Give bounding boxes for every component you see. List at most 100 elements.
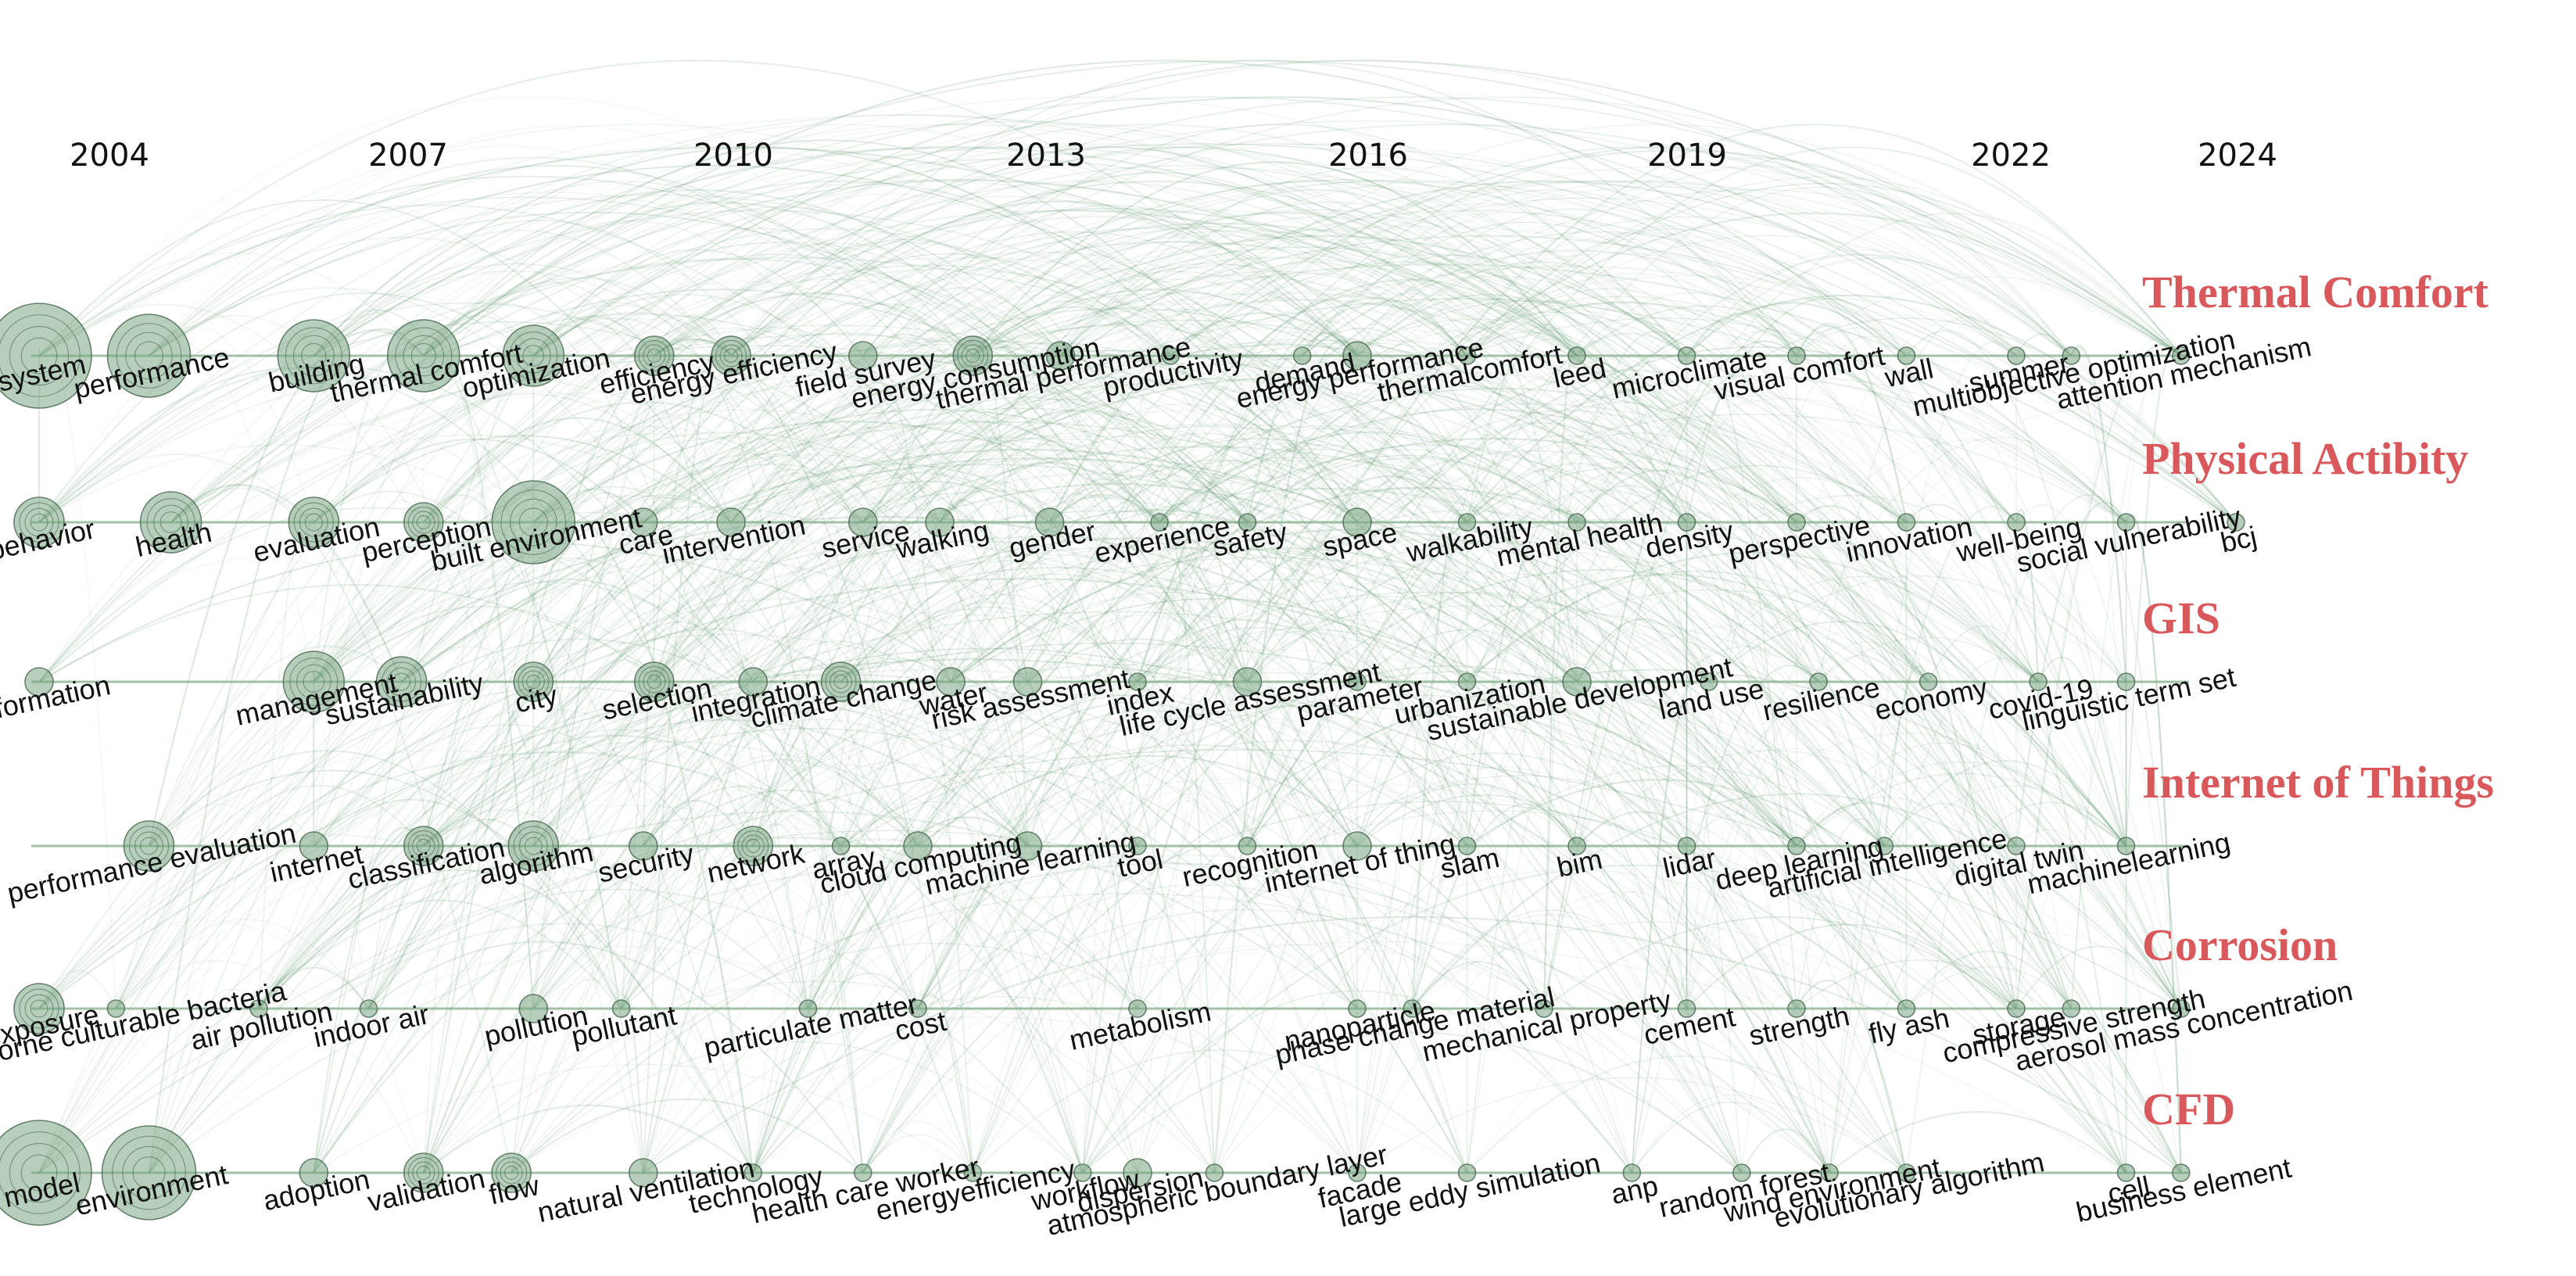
link-arc — [532, 96, 2237, 523]
link-arc — [654, 241, 1545, 1009]
link-arc — [401, 193, 1171, 683]
link-arc — [654, 207, 2182, 1009]
link-arc — [1686, 511, 1831, 1174]
link-arc — [422, 471, 1051, 1174]
link-arc — [643, 210, 1358, 847]
year-label-2016: 2016 — [1328, 138, 1408, 174]
link-arc — [730, 59, 1797, 357]
link-arc — [423, 893, 1830, 1174]
link-arc — [1796, 959, 2182, 1174]
link-arc — [2015, 509, 2039, 683]
link-arc — [367, 436, 1249, 1009]
link-arc — [1466, 467, 1929, 683]
link-arc — [1170, 149, 2182, 357]
link-arc — [1159, 431, 1908, 1009]
link-arc — [148, 328, 425, 1174]
link-arc — [2015, 945, 2182, 1009]
node-airborne-culturable-bacteria — [106, 999, 126, 1018]
link-arc — [422, 227, 974, 523]
link-arc — [258, 242, 1062, 1009]
link-arc — [313, 229, 1084, 1174]
link-arc — [2015, 508, 2040, 683]
link-arc — [1137, 799, 1249, 847]
link-arc — [38, 314, 1358, 847]
link-arc — [950, 437, 2039, 683]
link-arc — [423, 145, 1578, 523]
link-arc — [1686, 636, 2039, 847]
link-arc — [1246, 629, 1578, 847]
link-arc — [1246, 231, 1908, 523]
link-arc — [423, 808, 754, 1174]
node-city — [513, 661, 554, 702]
link-arc — [148, 899, 622, 1174]
link-arc — [840, 801, 1138, 1009]
link-arc — [752, 306, 1171, 847]
link-arc — [1796, 508, 1908, 1009]
link-arc — [422, 180, 2017, 1174]
link-arc — [730, 299, 864, 357]
link-arc — [38, 454, 1248, 1174]
link-arc — [1796, 819, 1885, 1009]
link-arc — [367, 540, 1468, 1009]
link-arc — [972, 183, 2182, 1174]
link-arc — [1082, 1031, 1743, 1174]
link-arc — [862, 343, 2182, 1174]
link-arc — [148, 888, 1084, 1174]
link-arc — [423, 694, 1467, 1174]
link-arc — [1302, 328, 1578, 683]
link-arc — [1137, 486, 1468, 1009]
link-arc — [1576, 645, 1819, 847]
link-arc — [730, 167, 2039, 683]
node-information — [24, 667, 54, 697]
link-arc — [423, 139, 1468, 683]
link-arc — [1213, 339, 1358, 1174]
node-sustainable-development — [1562, 667, 1592, 697]
node-facade — [1348, 1163, 1367, 1182]
link-arc — [1246, 157, 2073, 683]
link-arc — [258, 546, 2017, 1009]
link-arc — [38, 830, 1743, 1174]
link-arc — [917, 296, 2017, 1009]
link-arc — [1576, 317, 2237, 523]
node-recognition — [1238, 837, 1257, 855]
keyword-nodes — [0, 303, 2245, 1226]
link-arc — [1411, 913, 1688, 1009]
link-arc — [532, 251, 1358, 523]
node-technology — [743, 1163, 763, 1182]
link-arc — [752, 231, 1907, 1174]
link-arc — [313, 536, 1358, 847]
link-arc — [1137, 568, 2182, 1009]
link-arc — [38, 367, 754, 847]
link-arc — [730, 253, 1545, 1009]
link-arc — [170, 392, 1545, 1009]
node-safety — [1238, 513, 1257, 532]
link-arc — [643, 694, 2017, 1174]
link-arc — [972, 691, 1886, 1174]
link-arc — [423, 696, 1138, 847]
link-arc — [423, 492, 644, 1174]
link-arc — [148, 393, 732, 847]
node-bcj — [2227, 513, 2245, 532]
link-arc — [1059, 229, 1578, 357]
link-arc — [401, 464, 1578, 683]
link-arc — [422, 339, 2127, 847]
link-arc — [1159, 503, 1249, 683]
year-label-2004: 2004 — [70, 138, 149, 174]
link-arc — [170, 143, 2237, 523]
link-arc — [1356, 891, 1797, 1174]
link-arc — [939, 488, 1216, 1174]
link-arc — [752, 506, 1578, 847]
node-perspective — [1787, 513, 1806, 532]
link-arc — [2125, 346, 2182, 847]
link-arc — [1411, 961, 1545, 1009]
link-arc — [1137, 507, 1249, 1009]
link-arc — [511, 1098, 864, 1174]
link-arc — [1467, 505, 1578, 847]
node-gender — [1034, 507, 1065, 537]
link-arc — [313, 143, 2237, 523]
link-arc — [532, 789, 919, 1009]
node-risk-assessment — [1012, 667, 1043, 697]
link-arc — [313, 59, 2182, 357]
link-arc — [38, 334, 1797, 847]
